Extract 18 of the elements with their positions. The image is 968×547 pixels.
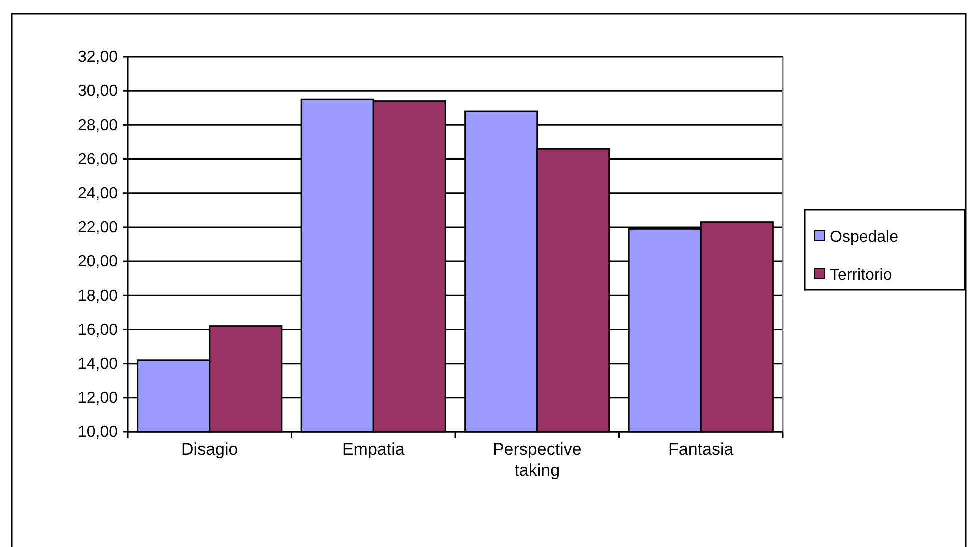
y-tick-label: 14,00 <box>78 356 118 373</box>
x-tick-label: Empatia <box>342 440 406 459</box>
y-tick-label: 20,00 <box>78 254 118 271</box>
x-tick-label: Disagio <box>182 440 238 459</box>
y-tick-label: 26,00 <box>78 151 118 168</box>
y-tick-label: 28,00 <box>78 117 118 134</box>
y-tick-label: 18,00 <box>78 288 118 305</box>
legend-label: Ospedale <box>830 229 899 246</box>
y-tick-label: 22,00 <box>78 220 118 237</box>
y-tick-label: 30,00 <box>78 83 118 100</box>
legend-label: Territorio <box>830 267 892 284</box>
y-tick-label: 24,00 <box>78 185 118 202</box>
y-tick-label: 10,00 <box>78 424 118 442</box>
y-tick-label: 12,00 <box>78 390 118 408</box>
y-tick-label: 32,00 <box>78 49 118 66</box>
x-tick-label: Perspective taking <box>492 440 582 480</box>
x-tick-label: Fantasia <box>668 440 734 459</box>
y-tick-label: 16,00 <box>78 322 118 339</box>
